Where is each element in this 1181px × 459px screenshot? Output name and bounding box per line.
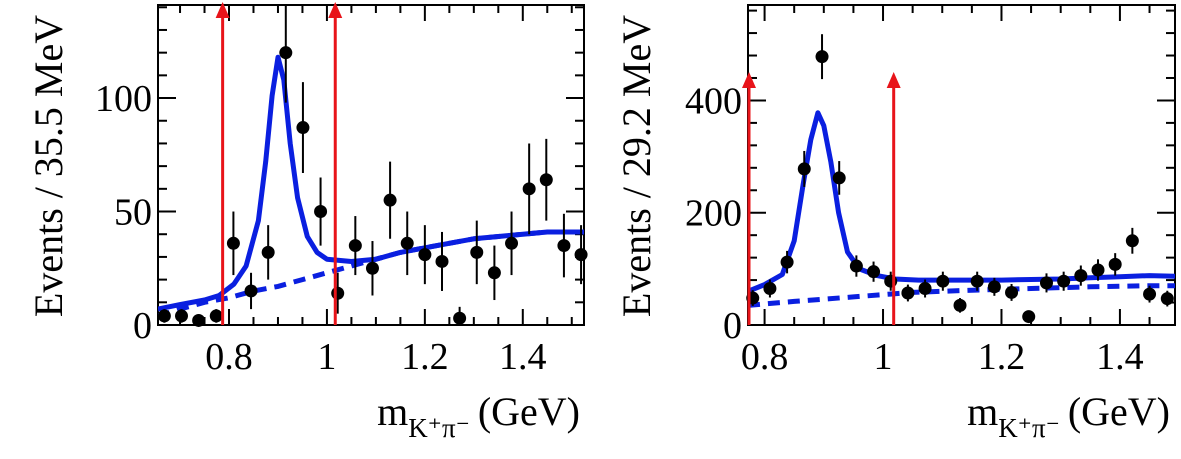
data-point [314, 205, 328, 219]
data-point [505, 236, 519, 250]
data-point [918, 282, 932, 296]
data-point [539, 173, 553, 187]
data-point [470, 245, 484, 259]
x-tick-label: 1.2 [401, 336, 449, 378]
y-tick-label: 50 [114, 192, 152, 234]
data-point [987, 280, 1001, 294]
data-point [365, 261, 379, 275]
data-point [1125, 234, 1139, 248]
data-point [279, 46, 293, 60]
data-point [383, 193, 397, 207]
data-point [797, 162, 811, 176]
x-axis-title-subscript: K⁺π⁻ [408, 413, 470, 443]
data-point [936, 274, 950, 288]
data-point [832, 171, 846, 185]
data-point [400, 236, 414, 250]
window-arrow-head [328, 2, 343, 18]
data-point [867, 265, 881, 279]
data-point [1005, 285, 1019, 299]
data-point [557, 239, 571, 253]
data-point [901, 286, 915, 300]
data-point [574, 248, 588, 262]
plot-area-right: 0.8 1 1.2 1.4 0 200 400 [685, 4, 1176, 378]
data-point [192, 313, 206, 327]
data-point [522, 182, 536, 196]
x-tick-label: 1 [317, 336, 336, 378]
data-point [175, 309, 189, 323]
data-point [1091, 263, 1105, 277]
y-tick-label: 100 [95, 78, 152, 120]
panel-left: Events / 35.5 MeV mK⁺π⁻ (GeV) 0.8 1 1.2 1.40… [26, 2, 588, 443]
data-point [261, 245, 275, 259]
y-tick-label: 200 [685, 193, 742, 235]
data-point [348, 239, 362, 253]
x-axis-title: mK⁺π⁻ (GeV) [377, 389, 580, 443]
data-point [435, 254, 449, 268]
data-point [209, 309, 223, 323]
y-axis-title: Events / 35.5 MeV [26, 15, 71, 317]
x-tick-label: 0.8 [205, 336, 253, 378]
data-point [953, 298, 967, 312]
data-point [296, 121, 310, 135]
x-tick-label: 1.4 [499, 336, 547, 378]
y-tick-label: 0 [133, 305, 152, 347]
data-point [1039, 276, 1053, 290]
data-point [453, 311, 467, 325]
x-tick-label: 0.8 [741, 336, 789, 378]
x-axis-title: mK⁺π⁻ (GeV) [967, 389, 1170, 443]
fit-background-curve [748, 283, 1175, 308]
data-point [226, 236, 240, 250]
x-axis-title-subscript: K⁺π⁻ [998, 413, 1060, 443]
data-point [815, 50, 829, 64]
y-tick-label: 0 [723, 305, 742, 347]
x-tick-label: 1.4 [1096, 336, 1144, 378]
panel-right: Events / 29.2 MeV mK⁺π⁻ (GeV) 0.8 1 1.2 1.40… [614, 4, 1176, 443]
x-axis-title-unit: (GeV) [1068, 389, 1170, 434]
y-axis-title: Events / 29.2 MeV [614, 15, 659, 317]
x-tick-label: 1.2 [978, 336, 1026, 378]
window-arrow-head [215, 2, 230, 18]
data-point [763, 282, 777, 296]
data-point [1143, 287, 1157, 301]
data-point [1022, 310, 1036, 324]
data-point [970, 274, 984, 288]
data-point [1160, 292, 1174, 306]
data-point [1108, 257, 1122, 271]
data-point [884, 274, 898, 288]
data-point [1074, 269, 1088, 283]
data-point [157, 309, 171, 323]
x-axis-title-main: m [967, 389, 998, 434]
data-point [244, 284, 258, 298]
x-axis-title-unit: (GeV) [478, 389, 580, 434]
window-arrow-head [742, 72, 756, 88]
data-point [487, 266, 501, 280]
plot-frame [157, 4, 585, 326]
plot-area-left: 0.8 1 1.2 1.4 0 50 100 [95, 2, 588, 378]
x-axis-title-main: m [377, 389, 408, 434]
data-point [849, 259, 863, 273]
window-arrow-head [886, 72, 901, 88]
y-tick-label: 400 [685, 80, 742, 122]
fit-total-curve [158, 54, 584, 312]
x-tick-label: 1 [874, 336, 893, 378]
data-point [1057, 274, 1071, 288]
data-point [331, 286, 345, 300]
data-point [418, 248, 432, 262]
data-point [780, 255, 794, 269]
